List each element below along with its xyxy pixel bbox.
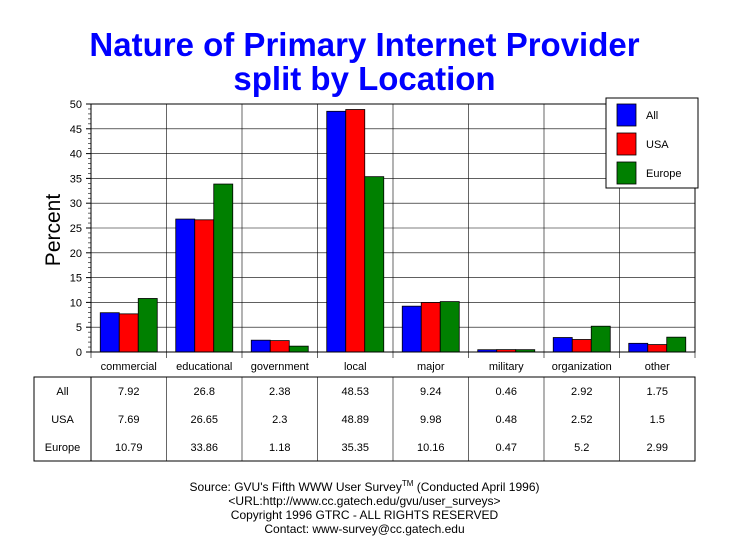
table-cell: 35.35 bbox=[341, 442, 369, 454]
table-cell: 7.92 bbox=[118, 386, 139, 398]
bar-all-government bbox=[250, 339, 271, 353]
bar-usa-organization bbox=[571, 339, 592, 353]
bar-usa-major bbox=[420, 302, 441, 353]
chart-title: Nature of Primary Internet Provider bbox=[89, 26, 640, 63]
table-cell: 0.47 bbox=[496, 442, 517, 454]
category-label: commercial bbox=[101, 361, 157, 373]
bar-europe-major bbox=[439, 301, 460, 353]
table-cell: 48.89 bbox=[341, 414, 369, 426]
y-tick-label: 0 bbox=[76, 347, 82, 359]
table-cell: 1.75 bbox=[647, 386, 668, 398]
bar-all-local bbox=[326, 110, 347, 353]
bar-europe-government bbox=[288, 345, 309, 353]
table-cell: 10.16 bbox=[417, 442, 445, 454]
bar-all-commercial bbox=[99, 312, 120, 353]
category-label: military bbox=[489, 361, 524, 373]
table-cell: 0.46 bbox=[496, 386, 517, 398]
legend-swatch bbox=[616, 132, 637, 156]
bar-europe-commercial bbox=[137, 298, 158, 353]
legend-label: Europe bbox=[646, 168, 681, 180]
bar-europe-organization bbox=[590, 325, 611, 353]
legend-label: USA bbox=[646, 139, 669, 151]
y-tick-label: 30 bbox=[70, 198, 82, 210]
bar-usa-other bbox=[647, 344, 668, 353]
bar-usa-local bbox=[345, 109, 366, 353]
legend-label: All bbox=[646, 110, 658, 122]
category-label: major bbox=[417, 361, 445, 373]
source-text: Source: GVU's Fifth WWW User Survey bbox=[189, 480, 402, 494]
survey-date: (Conducted April 1996) bbox=[413, 480, 540, 494]
bar-all-educational bbox=[175, 218, 196, 353]
table-cell: 2.52 bbox=[571, 414, 592, 426]
source-line: Source: GVU's Fifth WWW User SurveyTM (C… bbox=[0, 477, 729, 494]
table-cell: 2.3 bbox=[272, 414, 287, 426]
table-cell: 48.53 bbox=[341, 386, 369, 398]
table-cell: 10.79 bbox=[115, 442, 143, 454]
bar-usa-commercial bbox=[118, 313, 139, 353]
table-cell: 1.5 bbox=[650, 414, 665, 426]
y-tick-label: 25 bbox=[70, 223, 82, 235]
legend-swatch bbox=[616, 103, 637, 127]
table-cell: 9.24 bbox=[420, 386, 441, 398]
table-cell: 5.2 bbox=[574, 442, 589, 454]
table-cell: 2.92 bbox=[571, 386, 592, 398]
table-cell: 2.99 bbox=[647, 442, 668, 454]
y-tick-label: 5 bbox=[76, 322, 82, 334]
bar-europe-local bbox=[364, 176, 385, 353]
legend: All USA Europe bbox=[605, 97, 699, 189]
copyright: Copyright 1996 GTRC - ALL RIGHTS RESERVE… bbox=[230, 508, 499, 522]
plot-frame bbox=[90, 103, 696, 353]
y-axis-label: Percent bbox=[42, 194, 65, 267]
survey-url: <URL:http://www.cc.gatech.edu/gvu/user_s… bbox=[228, 494, 501, 508]
bar-all-other bbox=[628, 342, 649, 353]
y-tick-label: 45 bbox=[70, 124, 82, 136]
y-tick-label: 50 bbox=[70, 99, 82, 111]
table-cell: 1.18 bbox=[269, 442, 290, 454]
bar-all-major bbox=[401, 305, 422, 353]
table-cell: 7.69 bbox=[118, 414, 139, 426]
category-label: organization bbox=[552, 361, 612, 373]
table-cell: 9.98 bbox=[420, 414, 441, 426]
y-tick-label: 10 bbox=[70, 297, 82, 309]
category-label: local bbox=[344, 361, 367, 373]
table-row-label: All bbox=[56, 386, 68, 398]
table-row-label: USA bbox=[51, 414, 74, 426]
y-tick-label: 20 bbox=[70, 248, 82, 260]
table-row-label: Europe bbox=[45, 442, 80, 454]
table-cell: 2.38 bbox=[269, 386, 290, 398]
category-label: other bbox=[645, 361, 670, 373]
chart-subtitle: split by Location bbox=[233, 60, 496, 97]
bar-all-organization bbox=[552, 337, 573, 353]
y-tick-label: 35 bbox=[70, 173, 82, 185]
data-table-frame bbox=[33, 376, 696, 462]
bar-usa-government bbox=[269, 340, 290, 353]
category-label: government bbox=[251, 361, 309, 373]
table-cell: 26.8 bbox=[194, 386, 215, 398]
trademark-mark: TM bbox=[401, 479, 414, 488]
y-tick-label: 15 bbox=[70, 273, 82, 285]
footer: Source: GVU's Fifth WWW User SurveyTM (C… bbox=[0, 477, 729, 536]
contact: Contact: www-survey@cc.gatech.edu bbox=[264, 522, 465, 536]
bar-europe-other bbox=[666, 336, 687, 353]
bar-usa-educational bbox=[194, 219, 215, 353]
table-cell: 33.86 bbox=[190, 442, 218, 454]
category-label: educational bbox=[176, 361, 232, 373]
table-cell: 0.48 bbox=[496, 414, 517, 426]
legend-swatch bbox=[616, 161, 637, 185]
table-cell: 26.65 bbox=[190, 414, 218, 426]
bar-europe-educational bbox=[213, 183, 234, 353]
y-tick-label: 40 bbox=[70, 149, 82, 161]
